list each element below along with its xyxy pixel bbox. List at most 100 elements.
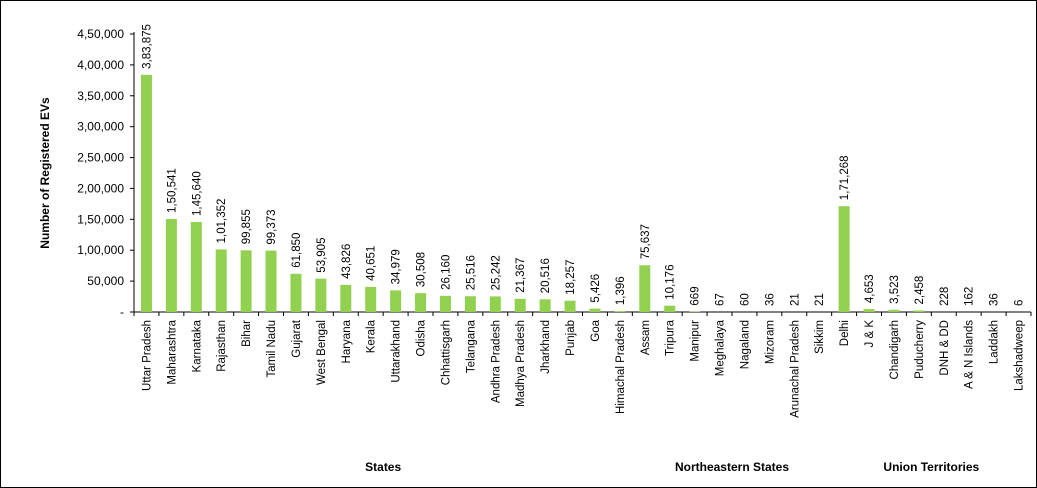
data-label: 53,905	[316, 238, 328, 273]
data-label: 21	[789, 293, 801, 306]
category-label: Kerala	[366, 319, 378, 353]
data-label: 25,242	[490, 255, 502, 290]
data-label: 228	[939, 287, 951, 306]
data-label: 67	[715, 293, 727, 306]
data-label: 1,71,268	[839, 155, 851, 200]
y-tick-label: 4,00,000	[77, 58, 124, 72]
bar	[165, 218, 177, 312]
category-label: Karnataka	[191, 319, 203, 372]
category-label: Punjab	[565, 320, 577, 356]
bar	[415, 293, 427, 312]
bar	[664, 305, 676, 312]
data-label: 61,850	[291, 233, 303, 268]
data-label: 75,637	[640, 224, 652, 259]
category-label: Manipur	[690, 320, 702, 362]
data-label: 26,160	[440, 255, 452, 290]
category-label: A & N Islands	[964, 320, 976, 389]
group-label: States	[365, 460, 401, 474]
category-label: Jharkhand	[540, 320, 552, 374]
y-tick-label: 2,00,000	[77, 181, 124, 195]
category-label: Mizoram	[764, 320, 776, 364]
data-label: 6	[1014, 300, 1026, 306]
data-label: 3,83,875	[141, 24, 153, 69]
y-tick-label: -	[120, 305, 124, 319]
category-label: Assam	[640, 320, 652, 355]
category-label: Goa	[590, 319, 602, 341]
y-tick-label: 2,50,000	[77, 151, 124, 165]
data-label: 43,826	[341, 244, 353, 279]
data-label: 1,45,640	[191, 171, 203, 216]
data-label: 5,426	[590, 274, 602, 303]
category-label: Odisha	[416, 319, 428, 356]
category-label: Uttar Pradesh	[141, 320, 153, 391]
y-tick-label: 4,50,000	[77, 27, 124, 41]
bar	[913, 310, 925, 312]
bar	[315, 278, 327, 312]
category-label: Himachal Pradesh	[615, 320, 627, 414]
category-label: Nagaland	[739, 320, 751, 369]
y-tick-label: 3,50,000	[77, 89, 124, 103]
data-label: 99,855	[241, 209, 253, 244]
data-label: 40,651	[366, 246, 378, 281]
data-label: 18,257	[565, 260, 577, 295]
bar	[390, 290, 402, 312]
category-label: Tamil Nadu	[266, 320, 278, 378]
bar	[439, 295, 451, 312]
bar	[290, 273, 302, 312]
data-label: 36	[989, 293, 1001, 306]
bar	[514, 298, 526, 312]
data-label: 99,373	[266, 209, 278, 244]
group-label: Northeastern States	[675, 460, 789, 474]
data-label: 34,979	[391, 249, 403, 284]
y-tick-label: 50,000	[87, 274, 124, 288]
bar	[240, 250, 252, 312]
y-tick-label: 1,00,000	[77, 243, 124, 257]
category-label: DNH & DD	[939, 320, 951, 376]
category-label: J & K	[864, 320, 876, 348]
data-label: 60	[739, 293, 751, 306]
bar	[614, 311, 626, 312]
data-label: 30,508	[416, 252, 428, 287]
category-label: Gujarat	[291, 319, 303, 358]
category-label: Lakshadweep	[1014, 320, 1026, 391]
bar	[464, 296, 476, 312]
bar	[140, 74, 152, 312]
bar	[190, 222, 202, 312]
category-label: Delhi	[839, 320, 851, 346]
bar	[489, 296, 501, 312]
bar	[888, 309, 900, 312]
category-label: Madhya Pradesh	[515, 320, 527, 407]
data-label: 21,367	[515, 258, 527, 293]
category-label: Rajasthan	[216, 320, 228, 372]
bar	[863, 309, 875, 312]
category-label: Maharashtra	[166, 319, 178, 384]
data-label: 20,516	[540, 258, 552, 293]
bar	[539, 299, 551, 312]
data-label: 2,458	[914, 276, 926, 305]
bar	[265, 250, 277, 312]
category-label: Haryana	[341, 319, 353, 363]
category-label: Meghalaya	[715, 319, 727, 376]
bar	[365, 286, 377, 312]
data-label: 162	[964, 287, 976, 306]
bar	[564, 300, 576, 312]
data-label: 1,01,352	[216, 199, 228, 244]
bar	[838, 206, 850, 312]
category-label: Puducherry	[914, 320, 926, 379]
category-label: Arunachal Pradesh	[789, 320, 801, 418]
category-label: Chhattisgarh	[440, 320, 452, 385]
y-tick-label: 1,50,000	[77, 212, 124, 226]
category-label: Bihar	[241, 320, 253, 347]
category-label: Chandigarh	[889, 320, 901, 379]
category-label: Andhra Pradesh	[490, 320, 502, 403]
group-label: Union Territories	[883, 460, 979, 474]
category-label: Tripura	[665, 319, 677, 356]
data-label: 1,396	[615, 276, 627, 305]
category-label: Sikkim	[814, 320, 826, 354]
data-label: 25,516	[465, 255, 477, 290]
data-label: 36	[764, 293, 776, 306]
category-label: Laddakh	[989, 320, 1001, 364]
data-label: 21	[814, 293, 826, 306]
